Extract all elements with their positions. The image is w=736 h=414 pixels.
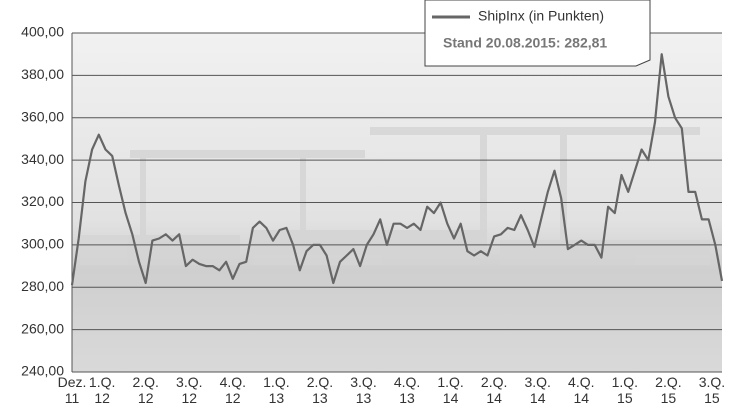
x-tick-label: 2.Q. 14 (480, 374, 508, 406)
x-tick-label: 2.Q. 13 (306, 374, 334, 406)
y-tick-label: 260,00 (21, 320, 64, 336)
legend-label: ShipInx (in Punkten) (478, 8, 604, 24)
x-tick-label: 1.Q. 12 (88, 374, 116, 406)
x-tick-label: 4.Q. 14 (568, 374, 595, 406)
annotation: Stand 20.08.2015: 282,81 (443, 35, 607, 51)
x-tick-label: 3.Q. 13 (350, 374, 377, 406)
x-tick-label: 3.Q. 12 (176, 374, 203, 406)
x-tick-label: Dez. 11 (57, 374, 87, 406)
x-tick-label: 2.Q. 15 (655, 374, 682, 406)
x-tick-label: 4.Q. 12 (219, 374, 247, 406)
harbor-silhouette (80, 127, 710, 265)
legend-callout: ShipInx (in Punkten) Stand 20.08.2015: 2… (424, 0, 651, 67)
y-tick-label: 400,00 (21, 24, 64, 40)
x-tick-label: 3.Q. 15 (698, 374, 726, 406)
y-tick-label: 340,00 (21, 151, 64, 167)
x-tick-label: 4.Q. 13 (393, 374, 421, 406)
x-tick-label: 1.Q. 14 (437, 374, 464, 406)
x-tick-label: 1.Q. 13 (263, 374, 290, 406)
y-tick-label: 380,00 (21, 66, 64, 82)
y-tick-label: 320,00 (21, 193, 64, 209)
x-tick-label: 2.Q. 12 (132, 374, 159, 406)
y-tick-label: 360,00 (21, 108, 64, 124)
y-tick-label: 240,00 (21, 363, 64, 379)
x-tick-label: 1.Q. 15 (611, 374, 639, 406)
data-line (70, 53, 724, 286)
x-tick-label: 3.Q. 14 (524, 374, 551, 406)
y-tick-label: 280,00 (21, 278, 64, 294)
y-tick-label: 300,00 (21, 236, 64, 252)
